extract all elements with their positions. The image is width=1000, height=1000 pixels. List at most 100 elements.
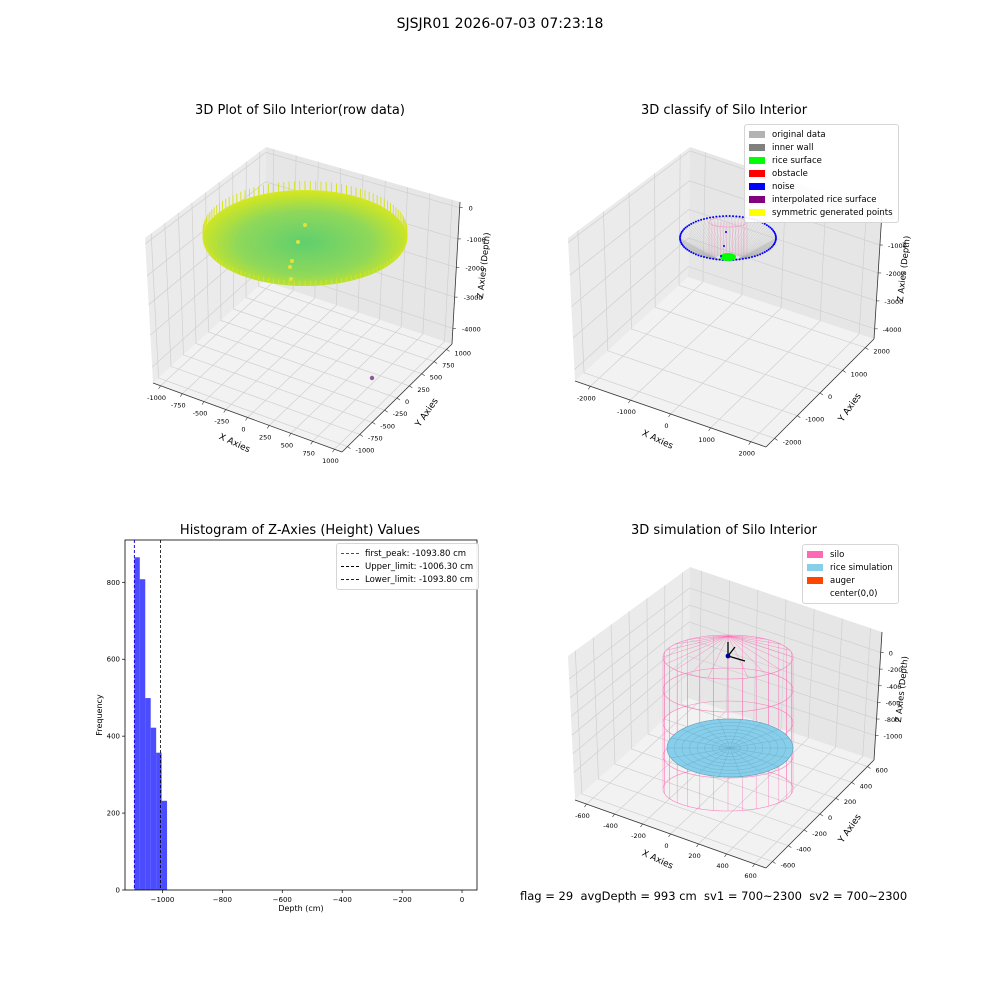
- legend-label: Upper_limit: -1006.30 cm: [365, 561, 474, 572]
- x-gridline: [698, 608, 815, 845]
- noise-point: [715, 215, 718, 218]
- y-tick: [772, 861, 776, 864]
- legend-item: obstacle: [749, 167, 893, 180]
- rice-mesh-line: [729, 747, 779, 767]
- y-axis-label: Y Axies: [413, 396, 441, 429]
- wall-point-line: [739, 232, 775, 258]
- silo-roof-line: [666, 635, 729, 651]
- wall-point-line: [686, 249, 718, 260]
- rice-mesh-line: [718, 719, 731, 749]
- noise-point: [679, 237, 681, 239]
- noise-point: [774, 238, 777, 241]
- x-gridline: [750, 206, 867, 442]
- wall-point-line: [739, 241, 776, 259]
- x-tick-label: 1000: [322, 457, 339, 465]
- wall-point-line: [739, 231, 774, 258]
- noise-point: [741, 216, 744, 219]
- data-point: [296, 240, 300, 244]
- noise-point: [718, 215, 721, 218]
- z-axis-line: [873, 631, 883, 761]
- rice-mesh-line: [681, 747, 731, 767]
- silo-roof-line: [689, 635, 729, 640]
- rice-mesh-line: [729, 747, 790, 759]
- data-point: [290, 259, 294, 263]
- noise-point: [735, 215, 738, 218]
- legend-swatch: [807, 551, 823, 558]
- y-gridline: [646, 598, 836, 799]
- legend-label: inner wall: [772, 142, 814, 153]
- z-gridline: [569, 604, 880, 699]
- y-axis-label: Frequency: [95, 694, 104, 736]
- z-gridline: [145, 152, 460, 245]
- z-gridline: [570, 621, 879, 717]
- x-tick-label: 2000: [738, 450, 755, 458]
- x-tick: [640, 823, 643, 828]
- noise-point: [692, 221, 695, 224]
- z-tick-label: -1000: [888, 242, 907, 250]
- legend-label: noise: [772, 181, 795, 192]
- y-tick-label: 600: [107, 656, 120, 664]
- rice-mesh-line: [698, 747, 731, 774]
- legend-item: symmetric generated points: [749, 206, 893, 219]
- wall-point-line: [680, 236, 717, 258]
- y-tick: [347, 446, 351, 449]
- wall-point-line: [738, 229, 773, 258]
- x-tick-label: 200: [688, 852, 700, 860]
- y-tick-label: -1000: [805, 416, 824, 424]
- noise-point: [686, 225, 689, 228]
- x-tick-label: -200: [631, 832, 646, 840]
- noise-point: [688, 249, 691, 252]
- x-tick-label: 0: [664, 842, 668, 850]
- legend-swatch: [749, 209, 765, 216]
- legend-item: rice surface: [749, 154, 893, 167]
- x-tick: [201, 401, 205, 405]
- raw-surface-disc: [203, 190, 407, 286]
- histogram-legend: first_peak: -1093.80 cm Upper_limit: -100…: [336, 543, 480, 590]
- y-tick-label: -750: [368, 434, 383, 442]
- legend-label: first_peak: -1093.80 cm: [365, 548, 467, 559]
- noise-point: [720, 255, 722, 257]
- rice-mesh-line: [729, 722, 762, 749]
- plot-frame: [124, 539, 478, 891]
- noise-point: [770, 245, 773, 248]
- y-tick-label: 400: [107, 733, 120, 741]
- y-tick-label: 250: [417, 386, 429, 394]
- y-tick: [819, 392, 824, 396]
- noise-point: [694, 253, 697, 256]
- wall-point-line: [739, 236, 776, 258]
- noise-point: [712, 257, 715, 260]
- x-tick-label: 0: [460, 896, 464, 904]
- simulation-3d-plot: -600-400-2000200400600-600-400-200020040…: [568, 567, 911, 880]
- z-tick-label: -200: [888, 666, 903, 674]
- noise-point: [697, 219, 700, 222]
- noise-point: [763, 251, 766, 254]
- wall-point-line: [738, 247, 771, 260]
- wall-point-line: [739, 244, 774, 260]
- legend-label: silo: [830, 549, 845, 560]
- noise-point: [775, 237, 777, 239]
- noise-point: [712, 216, 715, 219]
- z-gridline: [572, 237, 877, 339]
- histogram-chart: −1000 −800 −600 −400 −200 0 0 200 400 600 800 Depth…: [95, 539, 478, 913]
- x-tick-label: -2000: [577, 394, 596, 402]
- noise-point: [700, 218, 703, 221]
- noise-point: [738, 215, 741, 218]
- back-left-pane: [568, 567, 690, 800]
- histogram-title: Histogram of Z-Axies (Height) Values: [179, 523, 421, 538]
- wall-point-line: [734, 219, 754, 256]
- z-tick-label: -600: [886, 699, 901, 707]
- y-gridline: [577, 230, 775, 439]
- noise-point: [681, 244, 684, 247]
- y-tick-label: -200: [812, 830, 827, 838]
- x-gridline: [590, 152, 706, 387]
- noise-point: [773, 241, 776, 244]
- legend-label: original data: [772, 129, 826, 140]
- x-tick: [158, 385, 161, 389]
- silo-roof-line: [707, 635, 729, 679]
- z-tick-label: -400: [887, 683, 902, 691]
- wall-point-line: [739, 242, 775, 259]
- y-tick: [835, 797, 840, 801]
- simulation-legend: silo rice simulation auger center(0,0): [802, 544, 899, 604]
- legend-line-sample: [341, 566, 359, 567]
- z-tick-label: -1000: [884, 733, 903, 741]
